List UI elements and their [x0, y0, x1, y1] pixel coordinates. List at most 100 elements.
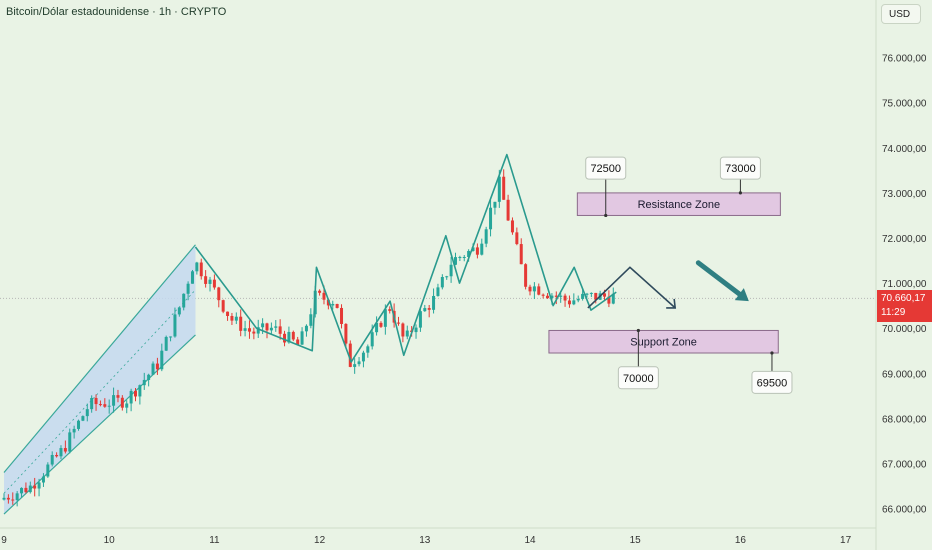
candle-body — [484, 229, 488, 244]
candle-body — [103, 404, 107, 407]
candle-body — [129, 390, 133, 404]
candle-body — [440, 276, 444, 288]
candle-body — [208, 279, 212, 284]
last-price-value: 70.660,17 — [881, 293, 926, 304]
candle-body — [182, 293, 186, 308]
candle-body — [375, 322, 379, 333]
candle-body — [147, 374, 151, 380]
candle-body — [2, 497, 6, 500]
candle-body — [567, 300, 571, 305]
candle-body — [274, 326, 278, 328]
candle-body — [300, 331, 304, 345]
candle-body — [199, 262, 203, 277]
candle-body — [554, 295, 558, 297]
callout-box — [617, 366, 659, 390]
plot-area — [0, 0, 876, 528]
candle-body — [190, 271, 194, 284]
candle-body — [41, 476, 45, 483]
pattern-line — [194, 153, 617, 363]
candle-body — [221, 300, 225, 312]
candle-body — [6, 497, 10, 500]
trend-arrow-head — [734, 288, 749, 302]
candle-body — [537, 286, 541, 295]
candle-body — [72, 428, 76, 433]
x-tick-label: 11 — [209, 535, 220, 546]
candle-body — [283, 333, 287, 343]
candle-body — [489, 207, 493, 230]
candle-body — [379, 322, 383, 327]
y-tick-label: 73.000,00 — [882, 189, 927, 200]
y-tick-label: 69.000,00 — [882, 369, 927, 380]
candle-body — [252, 331, 256, 334]
candle-body — [550, 295, 554, 299]
candle-body — [59, 448, 63, 457]
candle-body — [572, 300, 576, 305]
candle-body — [611, 293, 615, 304]
candle-body — [510, 220, 514, 233]
candle-body — [94, 397, 98, 405]
candle-body — [37, 482, 41, 489]
candle-body — [20, 487, 24, 494]
candle-body — [414, 327, 418, 333]
candle-body — [287, 331, 291, 343]
y-tick-label: 71.000,00 — [882, 279, 927, 290]
candle-body — [15, 493, 19, 501]
candle-body — [112, 395, 116, 406]
y-tick-label: 66.000,00 — [882, 505, 927, 516]
candle-body — [195, 262, 199, 272]
candle-body — [11, 499, 15, 501]
candle-body — [234, 316, 238, 321]
y-tick-label: 68.000,00 — [882, 414, 927, 425]
candle-body — [453, 257, 457, 265]
candle-body — [296, 339, 300, 345]
candle-body — [436, 287, 440, 296]
candle-body — [519, 244, 523, 265]
candle-body — [304, 325, 308, 332]
candle-body — [68, 432, 72, 452]
candle-body — [98, 404, 102, 406]
candle-body — [405, 330, 409, 337]
channel-upper-line — [3, 244, 196, 473]
candle-body — [581, 293, 585, 299]
y-tick-label: 75.000,00 — [882, 99, 927, 110]
candle-body — [318, 290, 322, 293]
chart-title: Bitcoin/Dólar estadounidense · 1h · CRYP… — [6, 6, 227, 18]
candle-body — [217, 287, 221, 301]
candle-body — [370, 332, 374, 347]
candle-body — [247, 328, 251, 332]
candle-body — [142, 379, 146, 386]
projection-line — [587, 266, 676, 309]
candle-body — [388, 309, 392, 311]
candle-body — [55, 454, 59, 457]
currency-button[interactable]: USD — [881, 4, 921, 24]
candle-body — [239, 316, 243, 331]
candle-body — [256, 327, 260, 334]
candle-body — [116, 395, 120, 398]
candle-body — [265, 323, 269, 331]
candle-body — [458, 257, 462, 259]
candle-body — [589, 292, 593, 294]
candle-body — [607, 296, 611, 304]
zone-label: Support Zone — [630, 337, 697, 349]
y-tick-label: 67.000,00 — [882, 460, 927, 471]
candle-body — [309, 314, 313, 326]
last-price-tag: 70.660,17 11:29 — [877, 290, 932, 322]
candle-body — [120, 397, 124, 408]
candle-body — [322, 292, 326, 300]
x-tick-label: 14 — [524, 535, 536, 546]
candle-body — [125, 403, 129, 408]
candle-body — [497, 176, 501, 202]
candle-body — [524, 264, 528, 287]
zone-label: Resistance Zone — [638, 199, 721, 211]
channel-lower-line — [3, 334, 196, 515]
zone-box — [548, 329, 779, 354]
callout-dot — [636, 328, 640, 333]
candle-body — [28, 485, 32, 493]
candle-body — [90, 397, 94, 410]
candle-body — [173, 314, 177, 337]
candle-body — [541, 294, 545, 296]
candle-body — [335, 303, 339, 308]
candle-body — [77, 420, 81, 429]
candle-body — [423, 308, 427, 312]
